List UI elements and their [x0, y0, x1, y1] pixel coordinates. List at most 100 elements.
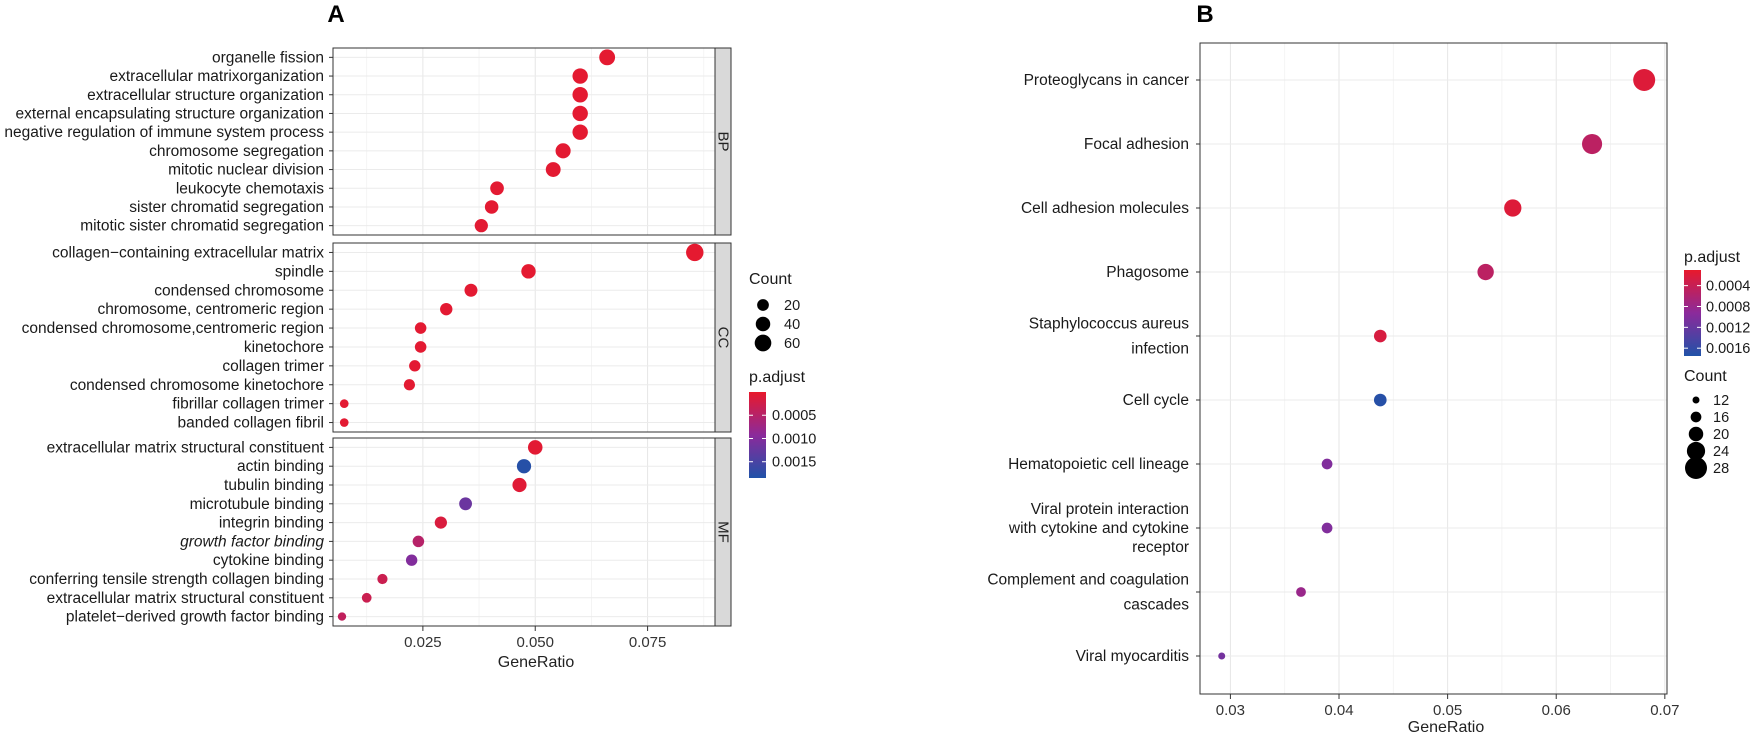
category-label: integrin binding [219, 515, 324, 532]
legend-size-key [757, 299, 769, 311]
category-label: chromosome segregation [149, 143, 324, 160]
legend-size-label: 20 [784, 298, 800, 314]
data-point [512, 477, 527, 493]
data-point [405, 554, 418, 566]
data-point [414, 322, 427, 334]
data-point [1296, 587, 1306, 597]
category-label: condensed chromosome [154, 282, 324, 299]
data-point [337, 612, 347, 621]
category-label-line: with cytokine and cytokine [1008, 520, 1189, 537]
category-label: conferring tensile strength collagen bin… [29, 571, 324, 588]
facet-mf: MF extracellular matrix structural consti… [29, 437, 732, 627]
x-tick-label: 0.05 [1433, 702, 1462, 719]
data-point [361, 592, 372, 603]
facet-strip-label: CC [715, 327, 732, 349]
legend-colorbar [1684, 270, 1701, 356]
category-label: extracellular matrix structural constitu… [47, 439, 325, 456]
facet-strip [714, 242, 732, 433]
facet-strip [714, 47, 732, 236]
category-label: chromosome, centromeric region [97, 301, 324, 318]
legend-size-label: 20 [1713, 427, 1729, 443]
data-point [1504, 199, 1522, 217]
category-label: mitotic sister chromatid segregation [80, 218, 324, 235]
legend-colorbar-label: 0.0005 [772, 408, 816, 424]
legend-size-label: 40 [784, 317, 800, 333]
legend-size-label: 28 [1713, 461, 1729, 477]
category-label: microtubule binding [190, 496, 324, 513]
data-point [555, 143, 571, 159]
category-label: leukocyte chemotaxis [176, 180, 324, 197]
legend-size-key [1688, 426, 1704, 442]
x-tick-label: 0.025 [404, 634, 442, 651]
category-label: growth factor binding [180, 533, 324, 550]
legend-size-key [755, 316, 771, 332]
data-point [490, 181, 504, 196]
legend-count: Count 20 40 60 [749, 271, 800, 352]
category-label-line: Proteoglycans in cancer [1024, 72, 1189, 89]
category-label: negative regulation of immune system pro… [4, 124, 324, 141]
data-point [339, 418, 349, 427]
category-label: condensed chromosome kinetochore [70, 377, 324, 394]
category-label: Complement and coagulation cascades [987, 572, 1189, 614]
data-point [1218, 652, 1226, 660]
category-label: Focal adhesion [1084, 136, 1189, 153]
data-point [1477, 263, 1494, 281]
legend-colorbar-label: 0.0004 [1706, 279, 1750, 295]
category-label-line: receptor [1132, 539, 1189, 556]
legend-title: p.adjust [1684, 249, 1741, 266]
data-point [474, 219, 488, 233]
category-label: banded collagen fibril [178, 415, 325, 432]
category-label: Phagosome [1106, 264, 1189, 281]
legend-size-key [1686, 441, 1706, 461]
data-point [409, 360, 421, 372]
category-label: cytokine binding [213, 552, 324, 569]
x-tick-label: 0.03 [1216, 702, 1245, 719]
category-label: actin binding [237, 458, 324, 475]
legend-size-key [1690, 411, 1702, 423]
panel-b-plot: Proteoglycans in cancer Focal adhesion Cel… [987, 42, 1668, 695]
category-label-line: Hematopoietic cell lineage [1008, 456, 1189, 473]
category-label-line: Phagosome [1106, 264, 1189, 281]
data-point [434, 516, 447, 529]
category-label: collagen trimer [222, 358, 324, 375]
data-point [572, 124, 588, 140]
category-label: Cell adhesion molecules [1021, 200, 1189, 217]
x-axis-title: GeneRatio [498, 654, 575, 671]
data-point [516, 459, 532, 474]
legend-colorbar-label: 0.0012 [1706, 320, 1750, 336]
legend-size-key [1692, 396, 1700, 404]
x-tick-label: 0.04 [1324, 702, 1353, 719]
data-point [1373, 393, 1387, 407]
legend-colorbar-label: 0.0015 [772, 455, 816, 471]
legend-colorbar-label: 0.0010 [772, 431, 816, 447]
category-label: extracellular matrix structural constitu… [47, 590, 325, 607]
legend-title: Count [749, 271, 792, 288]
data-point [572, 105, 588, 122]
data-point [414, 341, 427, 353]
legend-size-label: 12 [1713, 393, 1729, 409]
category-label: extracellular structure organization [87, 87, 324, 104]
category-label-line: Staphylococcus aureus [1029, 316, 1190, 333]
data-point [572, 68, 588, 84]
legend-size-key [754, 334, 772, 352]
data-point [599, 49, 616, 66]
category-label: platelet−derived growth factor binding [66, 609, 324, 626]
plot-border [1199, 42, 1668, 695]
category-label: Viral myocarditis [1076, 648, 1190, 665]
data-point [527, 440, 543, 455]
data-point [403, 379, 415, 391]
data-point [545, 162, 561, 177]
category-label-line: cascades [1124, 597, 1190, 614]
x-tick-label: 0.050 [516, 634, 554, 651]
legend-size-label: 16 [1713, 410, 1729, 426]
category-label: kinetochore [244, 339, 324, 356]
legend-padjust: p.adjust 0.0005 0.0010 0.0015 [749, 369, 816, 478]
x-axis-title: GeneRatio [1408, 719, 1485, 736]
category-label: Staphylococcus aureus infection [1029, 316, 1190, 358]
data-point [572, 87, 588, 103]
x-tick-label: 0.07 [1650, 702, 1679, 719]
x-tick-label: 0.06 [1542, 702, 1571, 719]
category-label: mitotic nuclear division [168, 162, 324, 179]
data-point [484, 200, 499, 214]
